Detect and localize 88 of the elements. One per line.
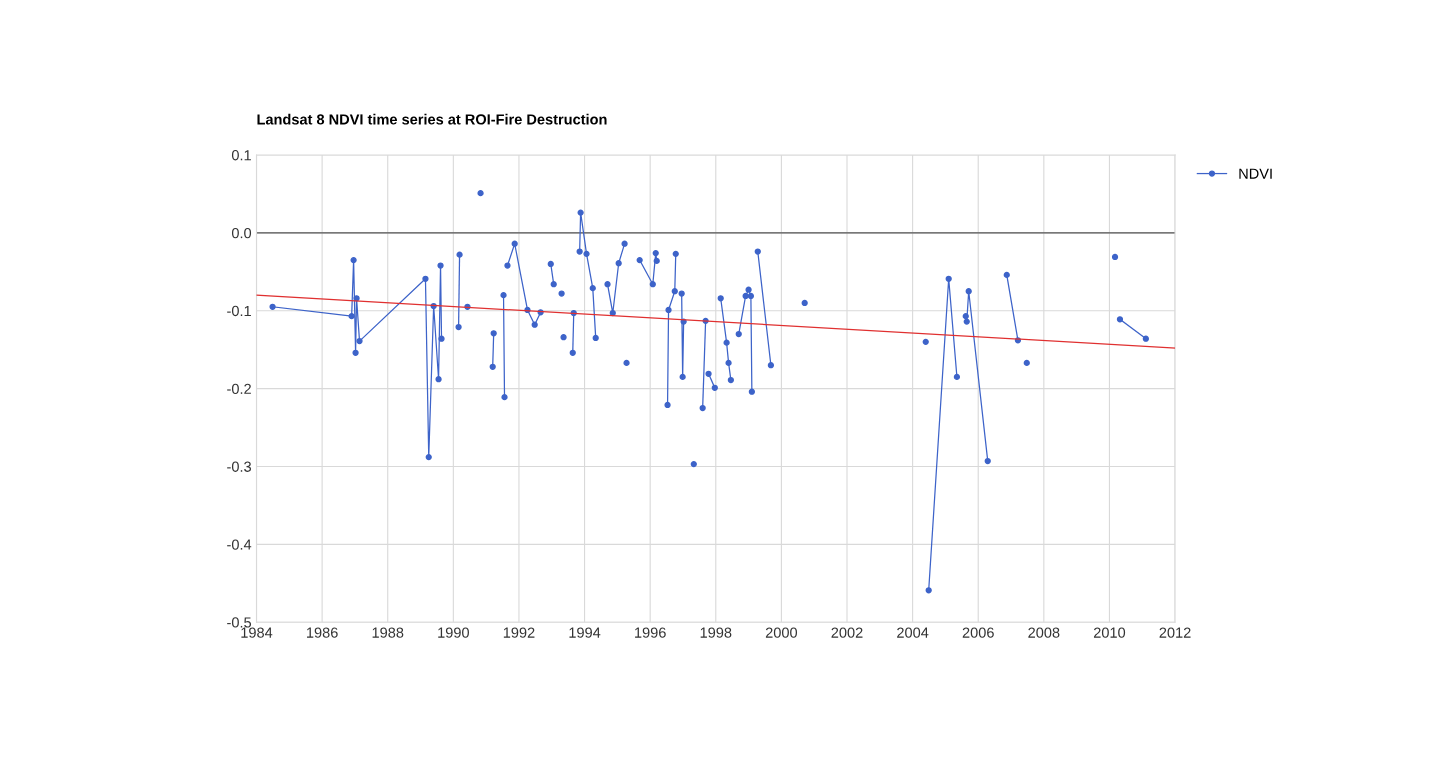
- x-tick-label: 2000: [765, 627, 798, 638]
- point: [550, 281, 557, 288]
- point: [747, 292, 755, 300]
- point: [767, 362, 775, 369]
- point: [589, 285, 596, 292]
- point: [576, 248, 583, 255]
- point: [356, 337, 363, 345]
- point: [350, 256, 357, 264]
- point: [425, 453, 432, 461]
- point: [679, 373, 686, 381]
- point: [352, 349, 359, 356]
- point: [269, 303, 276, 310]
- point: [583, 250, 590, 257]
- point: [1003, 271, 1010, 279]
- point: [437, 262, 444, 269]
- point: [664, 401, 671, 409]
- point: [727, 376, 734, 384]
- point: [547, 260, 554, 268]
- x-tick-label: 1986: [307, 627, 338, 638]
- x-tick-label: 1990: [438, 627, 469, 638]
- y-tick-label: -0.2: [227, 383, 251, 395]
- x-tick-label: 2008: [1028, 627, 1060, 638]
- point: [455, 323, 462, 331]
- y-tick-label: 0.0: [231, 227, 252, 239]
- point: [705, 370, 712, 377]
- point: [500, 292, 507, 299]
- point: [745, 286, 752, 293]
- x-tick-label: 2002: [831, 627, 863, 638]
- point: [925, 587, 932, 594]
- point: [671, 288, 678, 295]
- point: [490, 330, 497, 337]
- x-tick-label: 2004: [897, 627, 929, 638]
- point: [678, 290, 685, 297]
- point: [1142, 335, 1149, 342]
- point: [653, 257, 660, 265]
- point: [604, 281, 611, 288]
- point: [422, 275, 429, 282]
- x-tick-label: 2012: [1159, 627, 1191, 638]
- y-tick-label: -0.1: [227, 305, 251, 317]
- point: [615, 260, 622, 267]
- point: [735, 330, 742, 338]
- x-tick-label: 2006: [962, 627, 994, 638]
- point: [435, 376, 442, 383]
- x-tick-label: 1994: [569, 627, 601, 638]
- y-tick-label: 0.1: [231, 150, 251, 161]
- point: [1116, 316, 1124, 323]
- point: [725, 359, 732, 367]
- point: [501, 394, 508, 401]
- point: [723, 339, 730, 346]
- y-tick-label: -0.5: [227, 617, 252, 628]
- point: [711, 384, 718, 391]
- point: [665, 306, 672, 314]
- point: [742, 292, 749, 300]
- x-tick-label: 1992: [503, 627, 535, 638]
- x-tick-label: 2010: [1093, 627, 1126, 638]
- point: [717, 295, 724, 302]
- point: [699, 404, 706, 412]
- point: [962, 313, 969, 320]
- point: [748, 388, 755, 395]
- point: [963, 318, 970, 325]
- x-tick-label: 1996: [635, 627, 666, 638]
- point: [348, 313, 355, 320]
- point: [592, 334, 599, 342]
- x-tick-label: 1984: [241, 627, 273, 638]
- point: [649, 281, 656, 288]
- point: [489, 363, 496, 370]
- point: [953, 373, 961, 381]
- point: [636, 256, 643, 264]
- point: [577, 209, 584, 216]
- x-tick-label: 1988: [372, 627, 404, 638]
- y-tick-label: -0.4: [227, 539, 252, 550]
- point: [438, 335, 445, 342]
- point: [652, 249, 659, 257]
- point: [511, 240, 518, 247]
- point: [569, 349, 576, 356]
- point: [672, 250, 679, 257]
- point: [531, 321, 538, 328]
- chart-title: Landsat 8 NDVI time series at ROI-Fire Destruction: [257, 113, 607, 125]
- point: [456, 251, 463, 258]
- point: [504, 262, 511, 269]
- point: [945, 275, 952, 282]
- legend-label: NDVI: [1239, 168, 1272, 179]
- point: [754, 248, 761, 255]
- x-tick-label: 1998: [700, 627, 732, 638]
- point: [965, 288, 972, 295]
- point: [984, 457, 991, 465]
- point: [621, 240, 628, 247]
- y-tick-label: -0.3: [227, 461, 252, 472]
